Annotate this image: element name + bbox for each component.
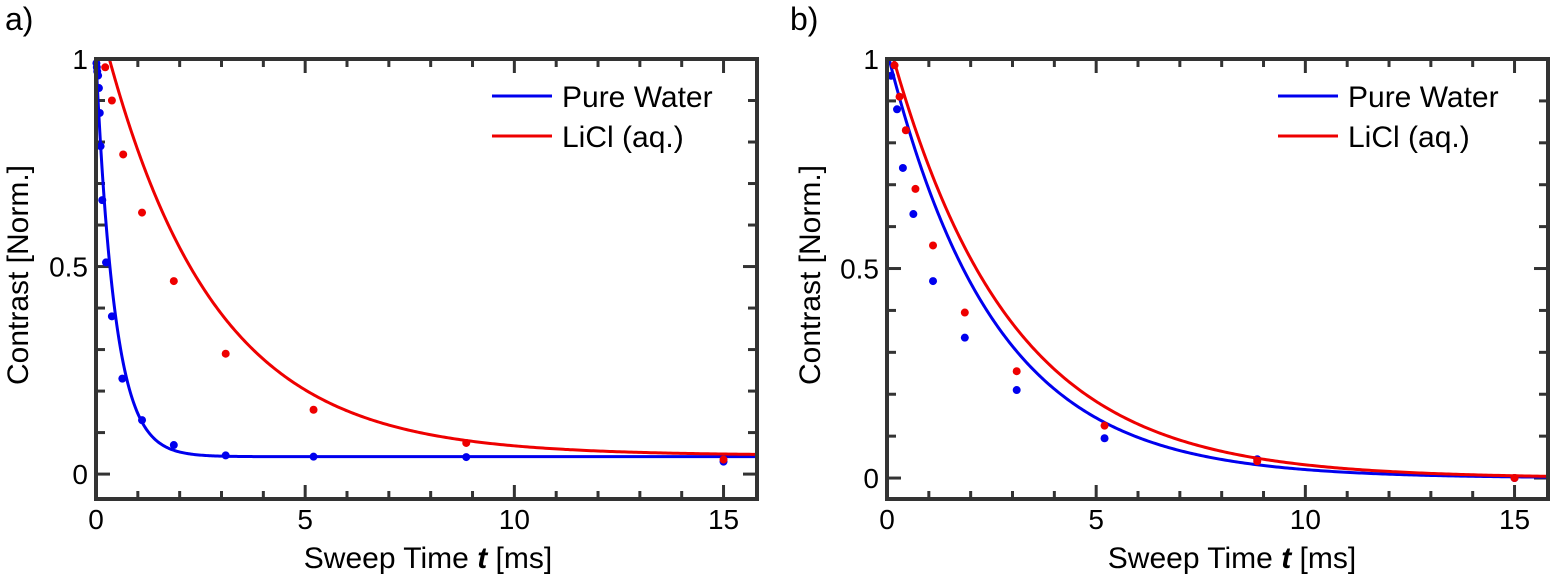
panel-b-y-axis-title: Contrast [Norm.] bbox=[794, 165, 827, 385]
panel-b-x-axis-title: Sweep Time t [ms] bbox=[1108, 542, 1356, 575]
panel-b-data-point-licl bbox=[1253, 457, 1262, 466]
panel-a-plot-frame bbox=[94, 57, 759, 501]
panel-b-data-point-pure-water bbox=[909, 210, 918, 219]
panel-a-data-point-licl bbox=[101, 63, 110, 72]
panel-a-x-axis-title-var: t bbox=[477, 542, 489, 575]
panel-b-data-point-pure-water bbox=[1100, 434, 1109, 443]
panel-a: a) Contrast [Norm.] Sweep Time t [ms] Pu… bbox=[2, 1, 759, 575]
panel-b-y-tick-label: 1 bbox=[863, 44, 879, 75]
panel-b-label: b) bbox=[790, 1, 818, 37]
panel-a-data-point-pure-water bbox=[98, 196, 107, 205]
panel-b-data-point-pure-water bbox=[1012, 386, 1021, 395]
panel-b-legend-label-pure-water: Pure Water bbox=[1348, 81, 1499, 114]
panel-a-data-point-licl bbox=[309, 405, 318, 414]
panel-b-x-tick-label: 10 bbox=[1290, 504, 1321, 535]
panel-b-data-point-licl bbox=[895, 92, 904, 101]
panel-a-data-point-licl bbox=[138, 208, 147, 217]
panel-a-x-tick-label: 15 bbox=[708, 504, 739, 535]
panel-b-y-tick-label: 0 bbox=[863, 463, 879, 494]
panel-b-x-tick-label: 5 bbox=[1088, 504, 1104, 535]
panel-a-data-point-pure-water bbox=[96, 142, 105, 151]
panel-a-data-point-pure-water bbox=[309, 452, 318, 461]
panel-b-data-point-pure-water bbox=[893, 105, 902, 114]
panel-b-legend: Pure Water LiCl (aq.) bbox=[1278, 81, 1499, 154]
panel-a-data-point-pure-water bbox=[107, 312, 116, 321]
panel-b-data-point-pure-water bbox=[898, 163, 907, 172]
panel-a-fit-line-licl bbox=[104, 59, 757, 456]
panel-a-data-point-pure-water bbox=[138, 416, 147, 425]
panel-b-data-point-licl bbox=[911, 184, 920, 193]
panel-a-data-point-licl bbox=[169, 277, 178, 286]
panel-a-y-axis-title: Contrast [Norm.] bbox=[2, 165, 35, 385]
panel-a-legend-label-licl: LiCl (aq.) bbox=[562, 121, 684, 154]
panel-b-data-point-licl bbox=[960, 308, 969, 317]
panel-b-data-point-licl bbox=[1100, 421, 1109, 430]
panel-a-data-point-pure-water bbox=[462, 453, 471, 462]
panel-a-data-point-licl bbox=[221, 349, 230, 358]
panel-b-x-tick-label: 0 bbox=[879, 504, 895, 535]
panel-a-fit-line-pure-water bbox=[96, 59, 757, 459]
panel-a-legend-label-pure-water: Pure Water bbox=[562, 81, 713, 114]
panel-a-y-tick-label: 0 bbox=[72, 459, 88, 490]
panel-b-data-point-licl bbox=[901, 126, 910, 135]
panel-a-x-axis-title-unit: [ms] bbox=[487, 542, 552, 575]
panel-a-legend: Pure Water LiCl (aq.) bbox=[492, 81, 713, 154]
panel-a-data-point-pure-water bbox=[221, 451, 230, 460]
panel-b-data-point-pure-water bbox=[929, 277, 938, 286]
panel-a-x-axis-title-main: Sweep Time bbox=[304, 542, 477, 575]
panel-b-data-point-licl bbox=[1012, 367, 1021, 376]
panel-a-data-point-licl bbox=[119, 150, 128, 159]
panel-a-data-point-licl bbox=[719, 455, 728, 464]
panel-b-plot-frame bbox=[885, 57, 1550, 501]
panel-b-y-tick-label: 0.5 bbox=[840, 254, 879, 285]
panel-b-x-axis-title-unit: [ms] bbox=[1291, 542, 1356, 575]
panel-b-x-tick-label: 15 bbox=[1499, 504, 1530, 535]
panel-b-data-point-licl bbox=[890, 61, 899, 70]
panel-a-x-tick-label: 0 bbox=[88, 504, 104, 535]
panel-a-y-tick-label: 1 bbox=[72, 44, 88, 75]
panel-b: b) Contrast [Norm.] Sweep Time t [ms] Pu… bbox=[790, 1, 1550, 575]
panel-a-y-tick-label: 0.5 bbox=[49, 252, 88, 283]
panel-a-data-point-pure-water bbox=[118, 374, 127, 383]
panel-a-data-point-pure-water bbox=[102, 258, 111, 267]
panel-b-x-axis-title-var: t bbox=[1281, 542, 1293, 575]
panel-a-data-point-pure-water bbox=[169, 441, 178, 450]
panel-b-fit-line-licl bbox=[891, 59, 1548, 478]
panel-a-label: a) bbox=[5, 1, 33, 37]
panel-a-x-tick-label: 5 bbox=[297, 504, 313, 535]
panel-b-data-point-pure-water bbox=[960, 333, 969, 342]
panel-a-x-tick-label: 10 bbox=[499, 504, 530, 535]
panel-a-x-axis-title: Sweep Time t [ms] bbox=[304, 542, 552, 575]
panel-a-data-point-licl bbox=[107, 96, 116, 105]
panel-a-data-point-licl bbox=[462, 438, 471, 447]
panel-b-data-point-licl bbox=[1510, 474, 1519, 483]
panel-b-data-point-licl bbox=[929, 241, 938, 250]
panel-b-legend-label-licl: LiCl (aq.) bbox=[1348, 121, 1470, 154]
panel-b-data-point-pure-water bbox=[887, 71, 896, 80]
panel-b-x-axis-title-main: Sweep Time bbox=[1108, 542, 1281, 575]
